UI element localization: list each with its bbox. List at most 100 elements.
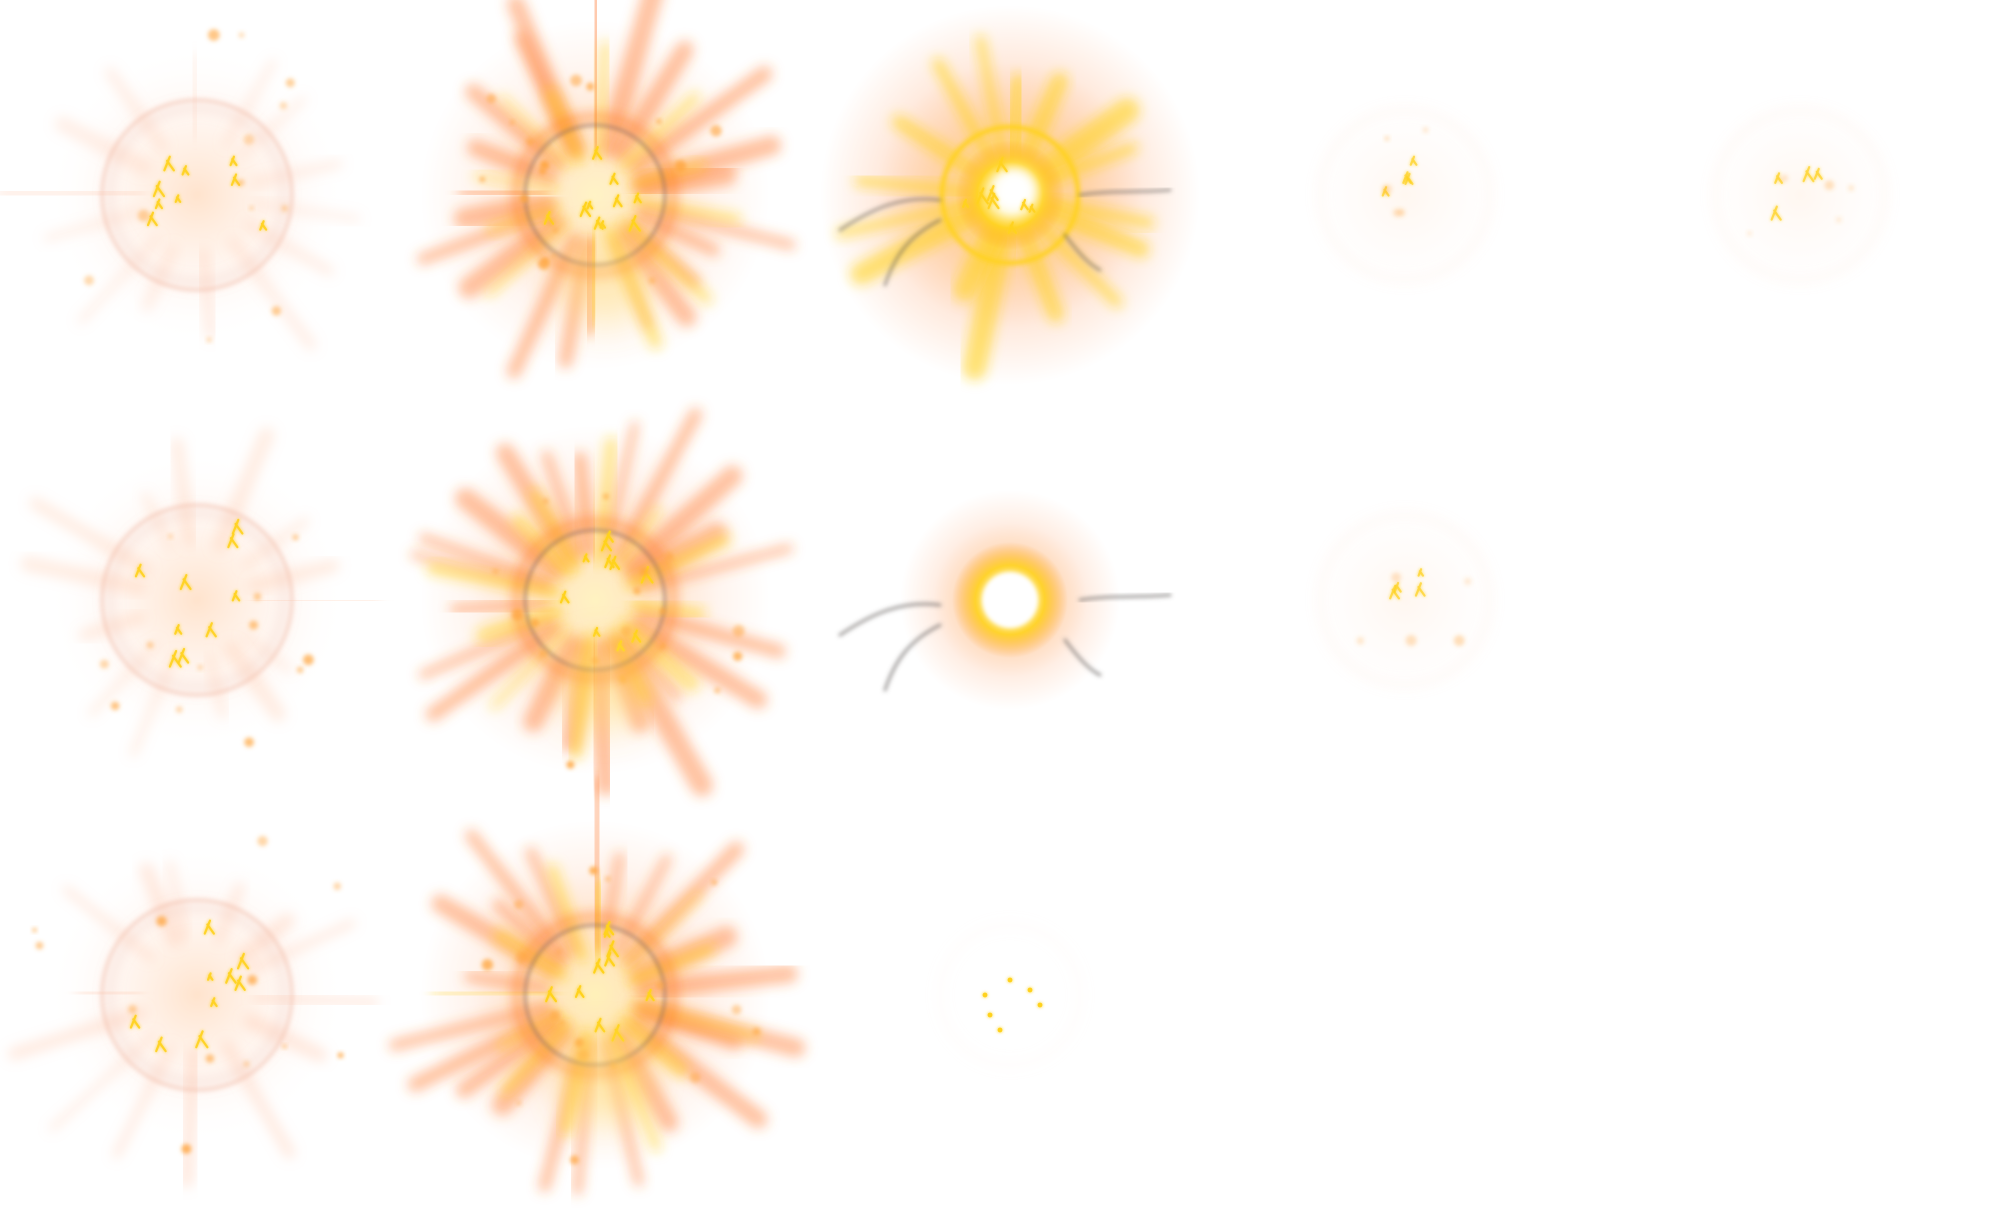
spark — [569, 1155, 580, 1165]
spark — [486, 93, 497, 104]
spark — [714, 687, 721, 694]
magic-ring — [939, 124, 1081, 266]
spark — [35, 941, 44, 950]
spark — [207, 29, 220, 41]
spark — [555, 948, 562, 955]
smoke-tendril — [883, 623, 942, 692]
rune-glyphs — [134, 518, 244, 668]
spark — [1027, 987, 1033, 993]
spark — [539, 160, 550, 170]
spark — [542, 498, 549, 505]
spark — [516, 1100, 522, 1106]
spark — [237, 179, 245, 187]
sprite-frame-4 — [1295, 85, 1515, 305]
spark — [656, 119, 662, 124]
spark — [206, 337, 212, 343]
spark — [551, 252, 558, 259]
sprite-frame-1 — [0, 29, 361, 351]
smoke-tendril — [1078, 593, 1172, 602]
spark — [689, 1072, 701, 1083]
spark — [1356, 636, 1365, 645]
spark — [1422, 127, 1429, 133]
spark — [244, 737, 254, 748]
spark — [492, 568, 499, 575]
spark — [674, 160, 687, 172]
magic-ring — [100, 503, 294, 697]
spark — [552, 227, 558, 233]
magic-ring — [105, 103, 289, 287]
spark — [1392, 208, 1401, 217]
spark — [1747, 231, 1752, 236]
spark — [633, 587, 641, 595]
spark — [1464, 577, 1472, 586]
soft-halo — [1295, 85, 1515, 305]
spark — [531, 618, 539, 627]
soft-halo — [47, 450, 347, 750]
sprite-frame-7 — [410, 407, 794, 797]
spark — [168, 534, 173, 539]
spark — [32, 927, 37, 933]
spark — [292, 534, 299, 541]
spark — [146, 641, 154, 649]
spark — [285, 78, 295, 88]
sprite-frame-10 — [7, 835, 380, 1188]
hot-spot — [993, 168, 1037, 212]
rune-glyphs — [129, 919, 250, 1053]
spark — [271, 306, 282, 316]
spark — [247, 974, 258, 985]
spark — [1835, 216, 1842, 223]
soft-halo — [47, 45, 347, 345]
spark — [279, 101, 288, 110]
spark — [479, 176, 486, 183]
spark — [243, 1061, 250, 1067]
spark — [514, 899, 524, 910]
spark — [303, 654, 314, 666]
spark — [655, 980, 665, 991]
soft-halo — [47, 845, 347, 1145]
spark — [337, 1052, 344, 1059]
soft-halo — [1295, 490, 1515, 710]
spark — [1453, 635, 1465, 647]
smoke-tendril — [1063, 638, 1102, 677]
spark — [732, 625, 745, 637]
spark — [511, 608, 524, 621]
spark — [731, 1004, 742, 1015]
smoke-tendril — [838, 602, 942, 637]
spark — [1848, 185, 1855, 192]
spark — [175, 706, 183, 713]
spark — [537, 257, 550, 270]
magic-ring — [105, 903, 289, 1087]
smoke-tendril — [838, 197, 942, 232]
sprite-frame-8 — [838, 490, 1172, 710]
rune-glyphs — [1389, 568, 1426, 600]
spark — [639, 566, 649, 577]
spark — [257, 835, 268, 847]
rune-glyphs — [962, 156, 1036, 234]
sprite-frame-9 — [1295, 490, 1515, 710]
spark — [249, 620, 259, 630]
spark — [547, 219, 553, 226]
spark — [282, 1044, 287, 1049]
spark — [1391, 572, 1402, 583]
spark — [538, 167, 547, 175]
spark — [752, 1027, 761, 1036]
spark — [243, 134, 255, 145]
spark — [659, 643, 666, 650]
spark — [1824, 180, 1835, 191]
spark — [559, 1019, 566, 1026]
flare-blob — [560, 235, 650, 325]
spark — [1381, 184, 1393, 195]
spark — [710, 125, 722, 137]
spark — [156, 915, 167, 927]
spark — [526, 138, 534, 146]
spark — [481, 959, 494, 971]
sprite-frame-6 — [20, 427, 382, 757]
sprite-frame-5 — [1690, 85, 1910, 305]
spark — [566, 760, 575, 769]
flare-blob — [560, 1035, 650, 1125]
spark — [1405, 634, 1417, 647]
spark — [509, 120, 515, 125]
spark — [589, 866, 598, 875]
spark — [197, 664, 203, 670]
